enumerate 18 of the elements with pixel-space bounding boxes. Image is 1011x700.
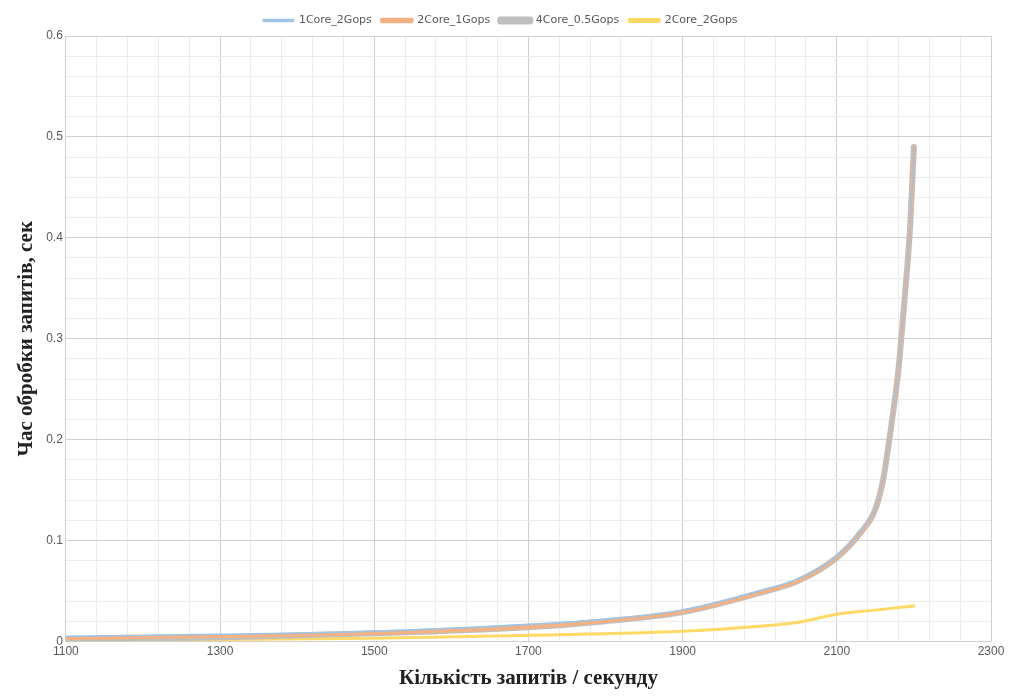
y-tick-label: 0.2 (46, 431, 64, 446)
y-axis-title: Час обробки запитів, сек (13, 220, 38, 457)
x-tick-label: 1300 (206, 643, 234, 658)
legend-label: 2Core_1Gops (417, 13, 491, 27)
y-tick-label: 0.3 (46, 331, 64, 346)
y-tick-label: 0.5 (46, 129, 64, 144)
y-tick-label: 0.1 (46, 532, 64, 547)
x-tick-label: 2300 (977, 643, 1005, 658)
x-tick-label: 1700 (515, 643, 543, 658)
y-tick-label: 0.4 (46, 230, 64, 245)
legend-label: 1Core_2Gops (298, 13, 373, 27)
x-tick-label: 1900 (669, 643, 697, 658)
x-axis-title: Кількість запитів / секунду (398, 664, 659, 689)
legend-label: 2Core_2Gops (664, 13, 738, 27)
legend-label: 4Core_0.5Gops (535, 13, 620, 27)
x-tick-label: 2100 (823, 643, 851, 658)
x-tick-label: 1500 (360, 643, 388, 658)
y-tick-label: 0.6 (46, 28, 64, 43)
